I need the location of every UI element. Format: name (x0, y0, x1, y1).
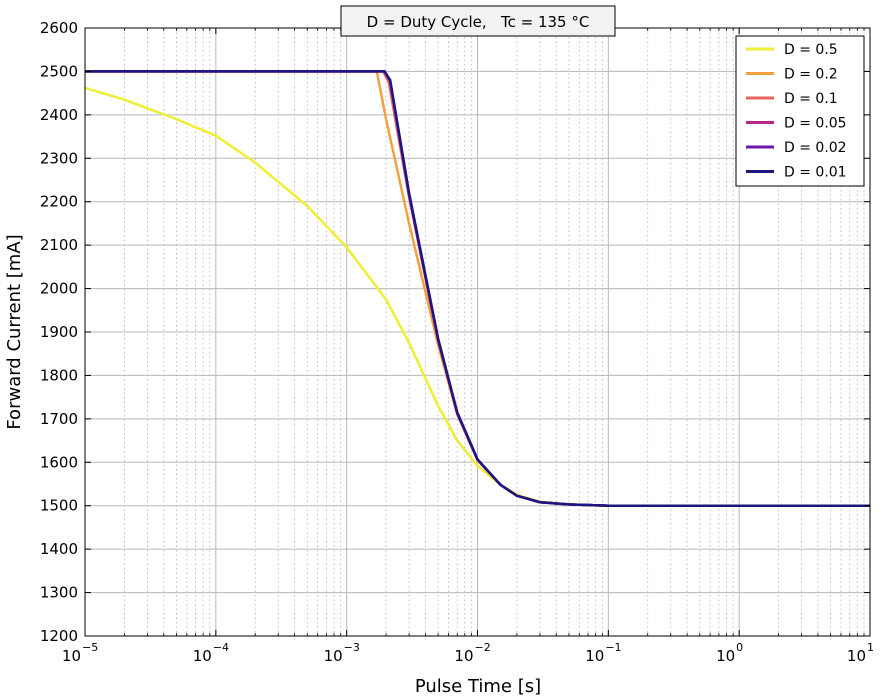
x-tick-label-exponent: −2 (475, 641, 491, 654)
legend-label: D = 0.1 (784, 91, 838, 107)
chart-title: D = Duty Cycle, Tc = 135 °C (367, 13, 590, 31)
x-tick-label-base: 10 (847, 647, 866, 665)
legend: D = 0.5 D = 0.2 D = 0.1 D = 0.05 D = 0.02 D =… (735, 35, 865, 187)
x-tick-label: 10 0 (716, 641, 743, 665)
y-tick-label: 1500 (40, 497, 78, 515)
chart-title-box: D = Duty Cycle, Tc = 135 °C (340, 5, 616, 37)
y-tick-label: 2100 (40, 236, 78, 254)
axis-ticks (84, 27, 871, 637)
series-lines (84, 70, 870, 507)
x-axis-label: Pulse Time [s] (415, 676, 541, 697)
x-tick-label-base: 10 (193, 647, 212, 665)
y-tick-label: 1400 (40, 540, 78, 558)
legend-label: D = 0.5 (784, 42, 838, 58)
y-tick-label: 1600 (40, 453, 78, 471)
x-tick-label-exponent: −3 (344, 641, 360, 654)
x-tick-label: 10 −2 (454, 641, 490, 665)
y-tick-label: 2300 (40, 149, 78, 167)
y-tick-label: 2000 (40, 280, 78, 298)
x-tick-label-base: 10 (716, 647, 735, 665)
chart-title-frame (340, 5, 616, 37)
legend-label: D = 0.02 (784, 140, 847, 156)
y-tick-label: 2400 (40, 106, 78, 124)
x-tick-label-base: 10 (324, 647, 343, 665)
x-tick-label-exponent: 0 (736, 641, 743, 654)
x-tick-label: 10 −1 (585, 641, 621, 665)
series-line (85, 70, 870, 507)
y-tick-label: 2600 (40, 19, 78, 37)
y-tick-label: 1900 (40, 323, 78, 341)
x-tick-label-exponent: 1 (867, 641, 874, 654)
y-tick-label: 1700 (40, 410, 78, 428)
y-tick-label: 1800 (40, 366, 78, 384)
x-tick-label-exponent: −1 (605, 641, 621, 654)
y-tick-label: 1300 (40, 584, 78, 602)
x-tick-labels: 10 −5 10 −4 10 −3 10 −2 10 −1 10 0 10 1 (62, 641, 874, 665)
legend-frame (735, 35, 865, 187)
x-tick-label: 10 1 (847, 641, 874, 665)
x-tick-label: 10 −3 (324, 641, 360, 665)
legend-label: D = 0.05 (784, 116, 847, 132)
x-tick-label: 10 −4 (193, 641, 229, 665)
major-grid (85, 28, 870, 636)
x-tick-label-exponent: −5 (82, 641, 98, 654)
legend-label: D = 0.01 (784, 165, 847, 181)
legend-label: D = 0.2 (784, 67, 838, 83)
x-tick-label: 10 −5 (62, 641, 98, 665)
y-tick-label: 1200 (40, 627, 78, 645)
x-tick-label-base: 10 (62, 647, 81, 665)
y-tick-labels: 1200 1300 1400 1500 1600 1700 1800 1900 2000 2100… (40, 19, 78, 645)
y-tick-label: 2500 (40, 62, 78, 80)
x-tick-label-base: 10 (454, 647, 473, 665)
y-tick-label: 2200 (40, 193, 78, 211)
x-tick-label-exponent: −4 (213, 641, 229, 654)
y-axis-label: Forward Current [mA] (4, 234, 25, 429)
x-tick-label-base: 10 (585, 647, 604, 665)
